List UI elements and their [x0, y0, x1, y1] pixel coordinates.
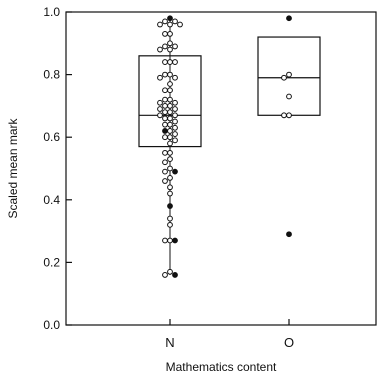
y-tick-label: 0.6	[43, 130, 60, 144]
plot-frame	[65, 11, 377, 326]
open-data-point	[172, 59, 178, 65]
open-data-point	[172, 112, 178, 119]
open-data-point	[172, 137, 178, 144]
open-data-point	[167, 81, 173, 87]
open-data-point	[172, 106, 178, 112]
open-data-point	[162, 178, 168, 184]
y-tick-label: 0.8	[43, 68, 60, 82]
open-data-point	[281, 112, 287, 119]
open-data-point	[177, 21, 183, 28]
open-data-point	[167, 165, 173, 172]
open-data-point	[157, 112, 163, 119]
y-tick-label: 1.0	[43, 5, 60, 19]
open-data-point	[167, 87, 173, 94]
open-data-point	[167, 221, 173, 228]
y-axis: 0.0 0.2 0.4 0.6 0.8 1.0	[43, 5, 72, 332]
open-data-point	[162, 59, 168, 65]
open-data-point	[162, 115, 168, 122]
open-data-point	[167, 46, 173, 53]
filled-data-point	[167, 15, 173, 22]
open-data-point	[162, 121, 168, 128]
y-tick-label: 0.2	[43, 255, 60, 269]
open-data-point	[167, 103, 173, 109]
open-data-point	[167, 268, 173, 275]
filled-data-point	[286, 15, 292, 22]
open-data-point	[172, 74, 178, 81]
open-data-point	[286, 71, 292, 78]
open-data-point	[167, 121, 173, 128]
open-data-point	[281, 74, 287, 81]
open-data-point	[172, 124, 178, 131]
open-data-point	[162, 149, 168, 156]
open-data-point	[167, 71, 173, 78]
filled-data-point	[172, 237, 178, 244]
open-data-point	[167, 31, 173, 37]
x-category-label: N	[165, 335, 174, 350]
open-data-point	[162, 159, 168, 166]
open-data-point	[172, 118, 178, 125]
open-data-point	[167, 59, 173, 65]
open-data-point	[162, 134, 168, 141]
open-data-point	[167, 149, 173, 156]
open-data-point	[157, 106, 163, 112]
open-data-point	[172, 18, 178, 25]
open-data-point	[167, 190, 173, 197]
open-data-point	[286, 93, 292, 100]
open-data-point	[167, 40, 173, 47]
open-data-point	[167, 128, 173, 134]
open-data-point	[167, 134, 173, 141]
data-points	[157, 15, 292, 278]
open-data-point	[172, 43, 178, 50]
open-data-point	[162, 109, 168, 116]
filled-data-point	[162, 128, 168, 134]
open-data-point	[162, 237, 168, 244]
filled-data-point	[172, 168, 178, 175]
open-data-point	[167, 184, 173, 191]
open-data-point	[157, 99, 163, 106]
open-data-point	[162, 272, 168, 278]
open-data-point	[167, 174, 173, 181]
x-category-label: O	[284, 335, 294, 350]
y-tick-label: 0.0	[43, 318, 60, 332]
open-data-point	[167, 96, 173, 103]
y-tick-label: 0.4	[43, 193, 60, 207]
open-data-point	[167, 140, 173, 147]
open-data-point	[162, 96, 168, 103]
y-axis-label: Scaled mean mark	[6, 117, 20, 218]
filled-data-point	[167, 203, 173, 209]
open-data-point	[286, 112, 292, 119]
open-data-point	[162, 71, 168, 78]
plot-area	[65, 11, 377, 326]
x-axis-label: Mathematics content	[166, 360, 277, 374]
open-data-point	[172, 131, 178, 137]
open-data-point	[172, 99, 178, 106]
open-data-point	[157, 21, 163, 28]
open-data-point	[167, 21, 173, 28]
open-data-point	[157, 46, 163, 53]
open-data-point	[162, 87, 168, 94]
open-data-point	[162, 103, 168, 109]
open-data-point	[157, 74, 163, 81]
filled-data-point	[286, 231, 292, 238]
open-data-point	[167, 115, 173, 122]
open-data-point	[162, 18, 168, 25]
open-data-point	[162, 168, 168, 175]
open-data-point	[162, 43, 168, 50]
open-data-point	[167, 109, 173, 116]
open-data-point	[167, 156, 173, 163]
open-data-point	[167, 215, 173, 222]
filled-data-point	[172, 272, 178, 278]
open-data-point	[167, 237, 173, 244]
open-data-point	[162, 31, 168, 37]
